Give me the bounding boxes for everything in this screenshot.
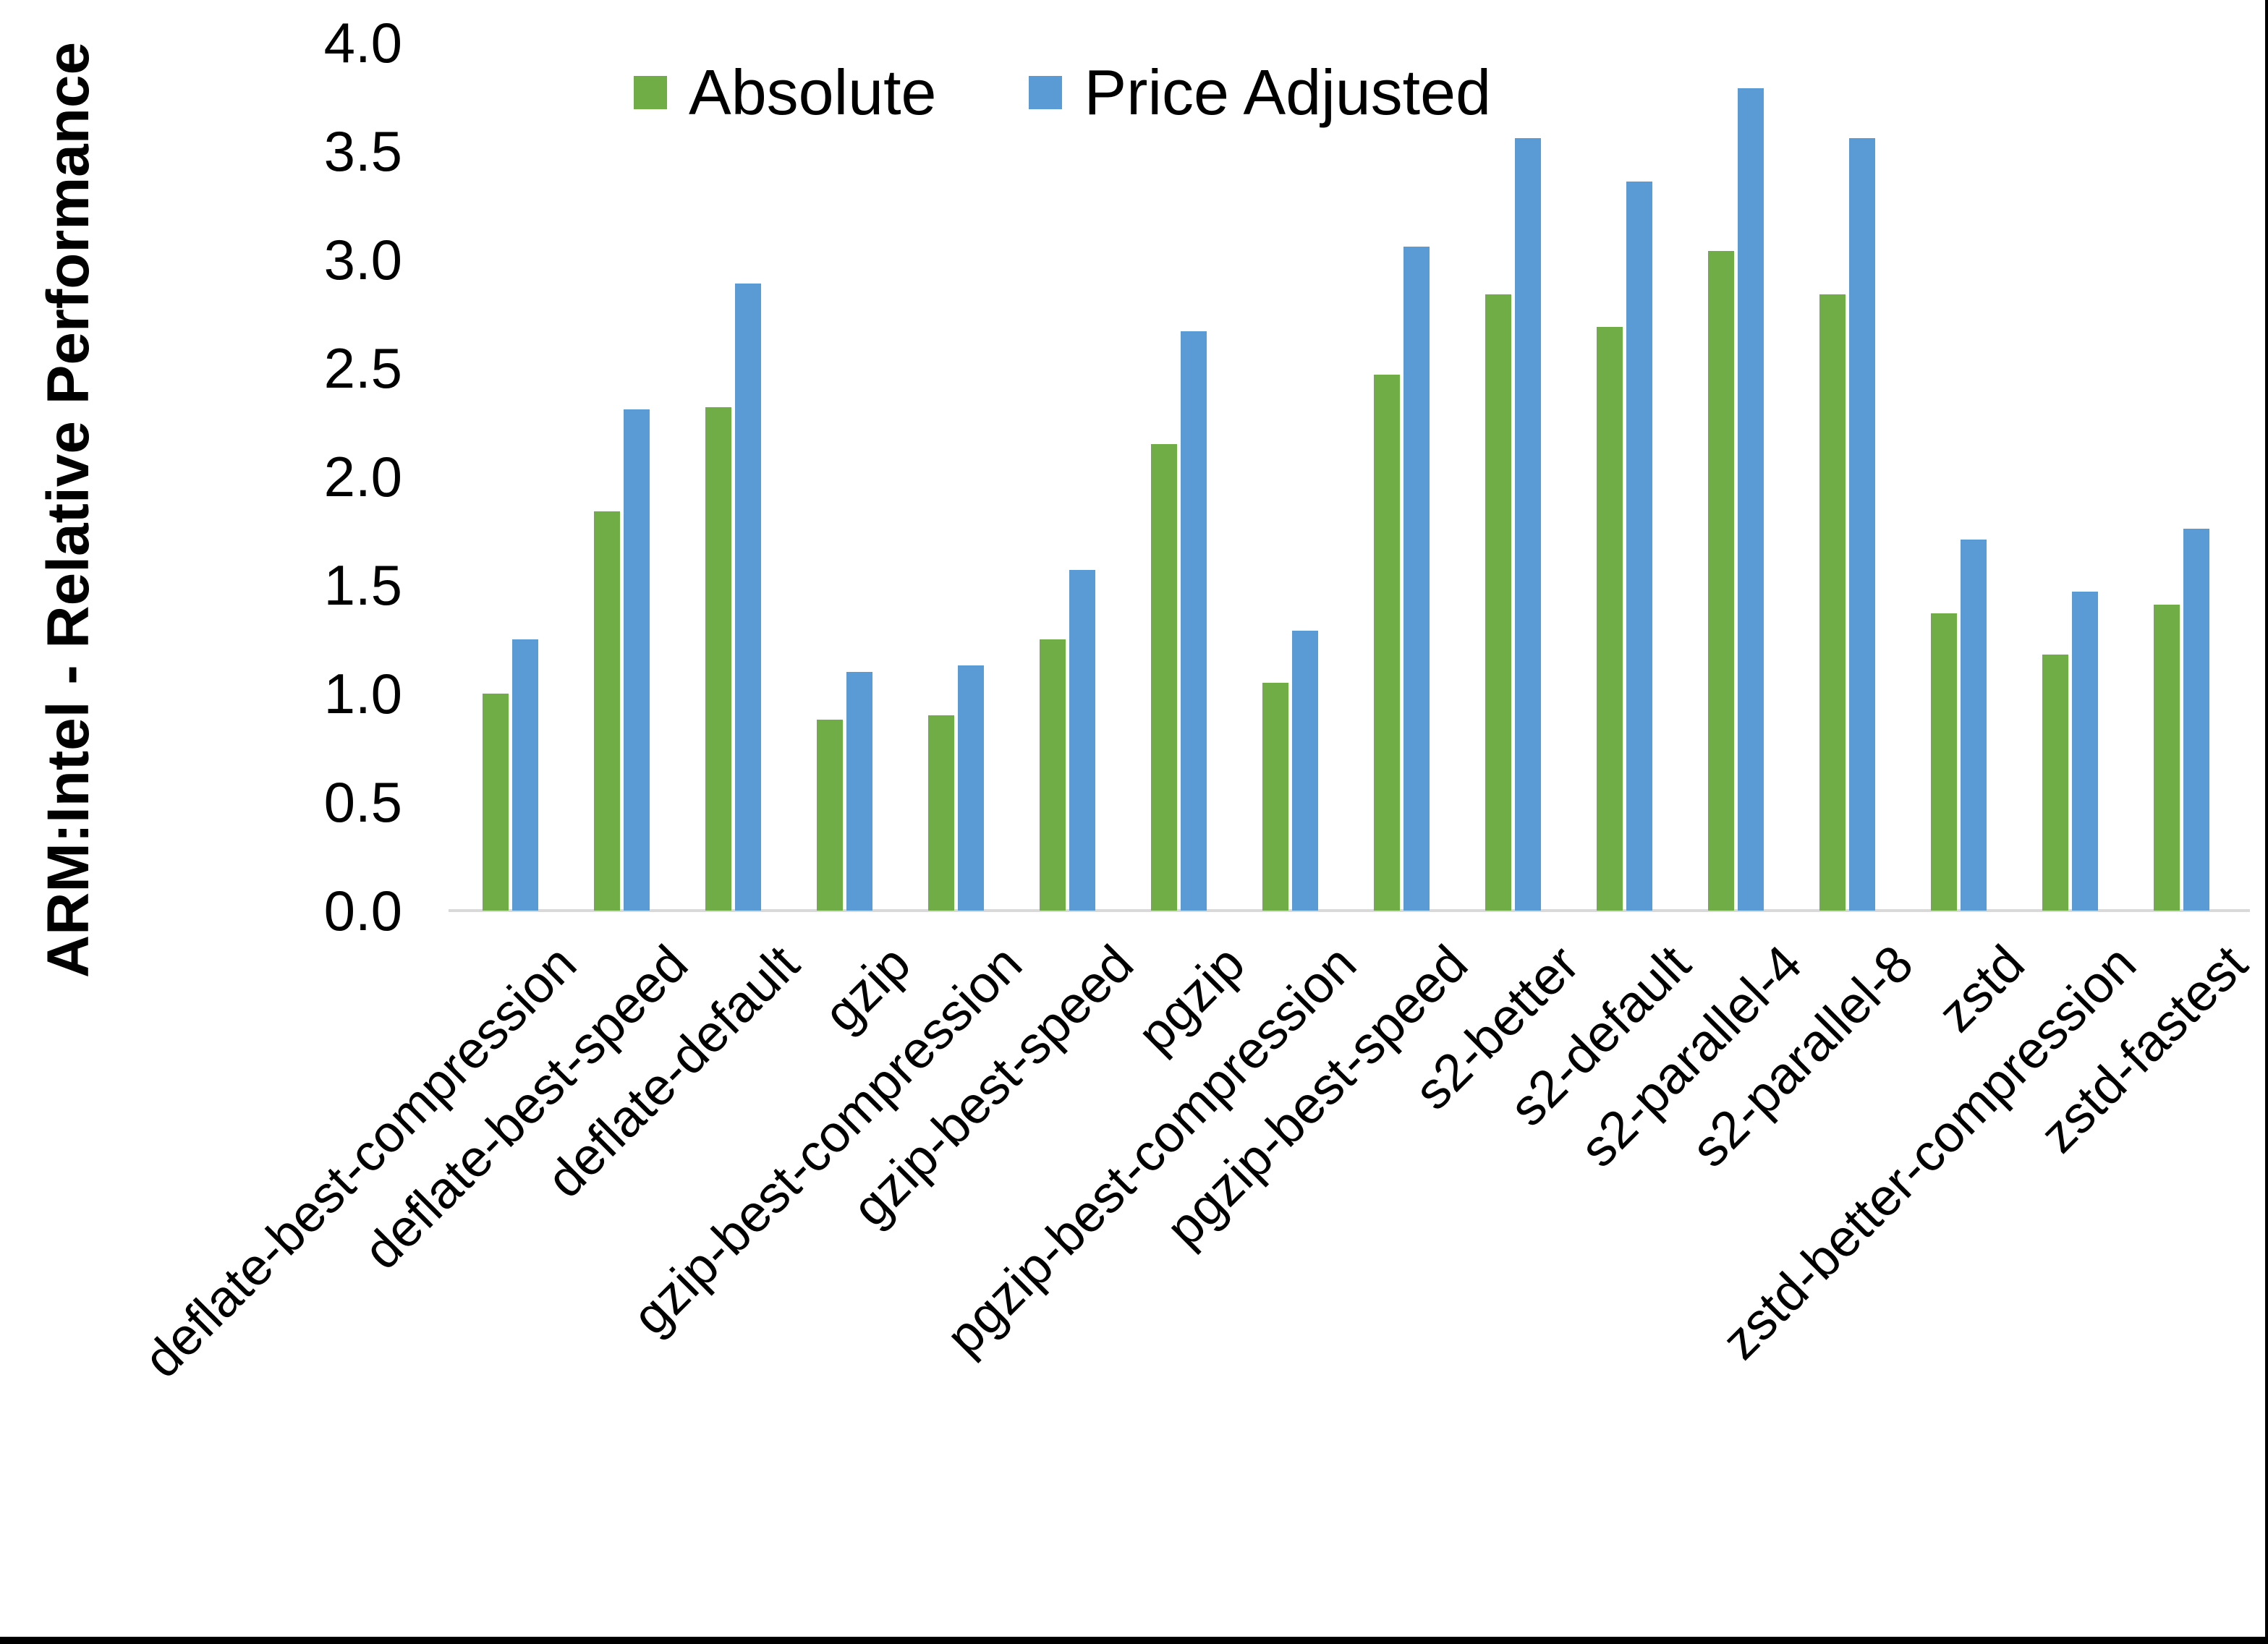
bar-absolute-deflate-best-compression <box>483 694 509 911</box>
bar-absolute-pgzip-best-compression <box>1262 683 1288 911</box>
bar-price-adjusted-pgzip-best-compression <box>1292 631 1318 911</box>
y-axis-tick-label: 0.0 <box>323 879 402 942</box>
y-axis-tick-label: 2.5 <box>323 336 402 400</box>
bar-price-adjusted-zstd-fastest <box>2183 529 2209 911</box>
bar-price-adjusted-s2-better <box>1515 138 1541 911</box>
x-axis-label-deflate-best-compression: deflate-best-compression <box>132 934 587 1389</box>
bar-absolute-gzip <box>817 720 843 911</box>
y-axis-tick-label: 1.5 <box>323 553 402 617</box>
bar-price-adjusted-zstd <box>1961 540 1987 911</box>
price-adjusted-series-swatch-icon <box>1029 76 1063 109</box>
bar-absolute-deflate-best-speed <box>594 511 620 911</box>
bar-absolute-zstd-better-compression <box>2042 655 2068 911</box>
bar-absolute-s2-parallel-8 <box>1819 294 1846 911</box>
y-axis-tick-label: 2.0 <box>323 445 402 508</box>
bar-price-adjusted-zstd-better-compression <box>2072 592 2098 911</box>
legend-label-absolute: Absolute <box>689 56 937 128</box>
x-axis-baseline <box>449 909 2250 912</box>
y-axis-tick-label: 3.0 <box>323 228 402 291</box>
window-bottom-edge <box>0 1637 2265 1644</box>
bar-absolute-zstd <box>1931 613 1957 911</box>
legend-item-absolute: Absolute <box>634 61 936 124</box>
legend: Absolute Price Adjusted <box>634 61 1491 124</box>
absolute-series-swatch-icon <box>634 76 667 109</box>
legend-label-price-adjusted: Price Adjusted <box>1084 56 1492 128</box>
bar-absolute-pgzip-best-speed <box>1374 375 1400 911</box>
bar-price-adjusted-s2-parallel-8 <box>1849 138 1875 911</box>
bar-price-adjusted-deflate-best-speed <box>624 409 650 911</box>
bar-price-adjusted-s2-parallel-4 <box>1738 88 1764 911</box>
bar-price-adjusted-deflate-default <box>735 284 761 911</box>
legend-item-price-adjusted: Price Adjusted <box>1029 61 1491 124</box>
bar-price-adjusted-pgzip-best-speed <box>1403 247 1430 911</box>
bar-absolute-pgzip <box>1151 444 1177 911</box>
y-axis-tick-label: 1.0 <box>323 662 402 725</box>
bar-absolute-s2-parallel-4 <box>1708 251 1734 911</box>
bar-absolute-s2-default <box>1597 327 1623 911</box>
bar-price-adjusted-gzip <box>846 672 872 911</box>
bar-absolute-gzip-best-speed <box>1040 639 1066 911</box>
bar-absolute-deflate-default <box>705 407 731 911</box>
bar-price-adjusted-s2-default <box>1626 182 1652 911</box>
bar-price-adjusted-deflate-best-compression <box>512 639 538 911</box>
bar-price-adjusted-gzip-best-compression <box>958 665 984 911</box>
bar-absolute-s2-better <box>1485 294 1511 911</box>
y-axis-tick-label: 0.5 <box>323 770 402 834</box>
bar-price-adjusted-pgzip <box>1181 331 1207 911</box>
y-axis-tick-label: 4.0 <box>323 11 402 74</box>
bar-price-adjusted-gzip-best-speed <box>1069 570 1095 911</box>
bar-absolute-zstd-fastest <box>2154 605 2180 911</box>
bar-absolute-gzip-best-compression <box>928 715 954 911</box>
y-axis-tick-label: 3.5 <box>323 119 402 183</box>
